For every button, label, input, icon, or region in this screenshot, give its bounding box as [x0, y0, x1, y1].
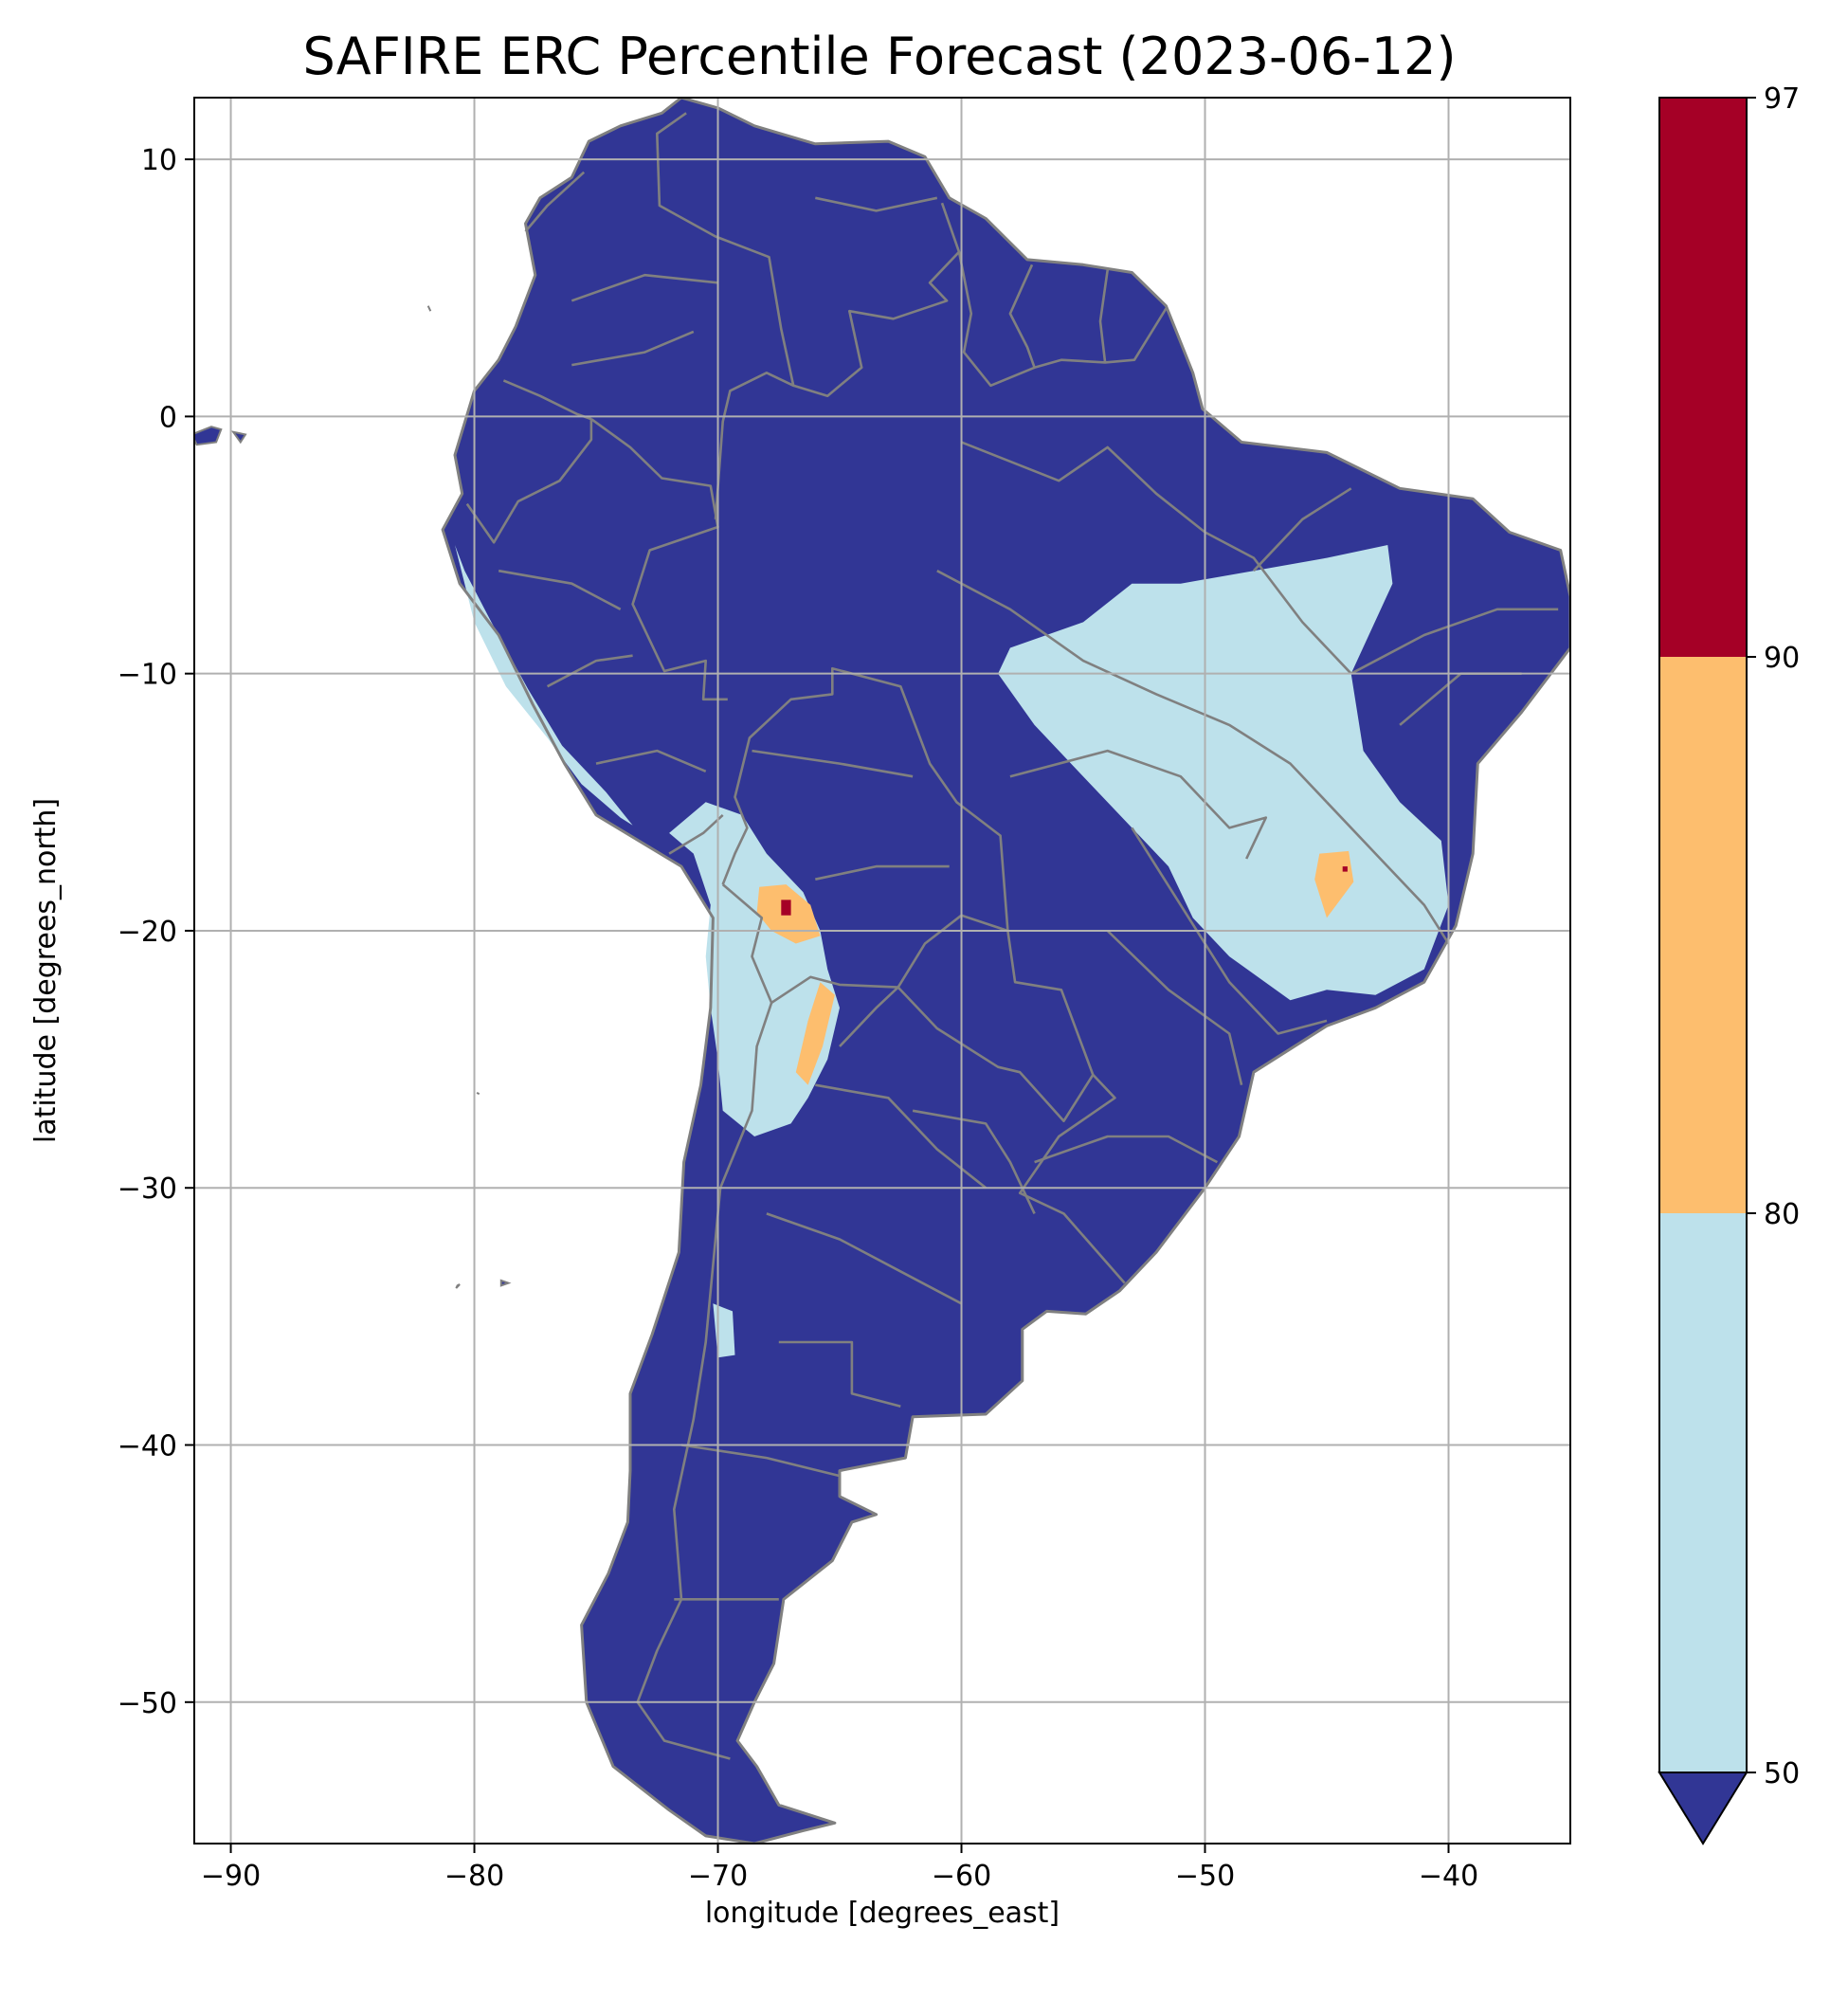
border-line-33: [546, 654, 633, 688]
border-line-29: [839, 986, 899, 1047]
colorbar-frame: [1658, 97, 1748, 1773]
colorbar-tick-label: 90: [1764, 642, 1800, 675]
border-line-38: [668, 813, 724, 855]
colorbar-tick-label: 80: [1764, 1198, 1800, 1231]
border-line-27: [680, 1444, 841, 1478]
border-line-14: [936, 570, 1328, 804]
y-tick-label: 0: [159, 401, 177, 434]
y-axis-label: latitude [degrees_north]: [29, 798, 63, 1143]
y-tick-label: 10: [141, 144, 177, 177]
border-line-16: [1326, 801, 1450, 945]
border-line-31: [815, 864, 950, 881]
island-3: [499, 1279, 512, 1287]
x-tick-label: −80: [444, 1860, 504, 1893]
colorbar-bin-50-80: [1659, 1213, 1747, 1772]
border-line-9: [792, 202, 961, 398]
region-bolivia-peak: [781, 900, 791, 916]
island-1: [230, 430, 247, 445]
island-4: [455, 1283, 461, 1289]
border-line-35: [571, 273, 718, 302]
border-line-15: [1131, 827, 1328, 1035]
x-axis-label: longitude [degrees_east]: [705, 1897, 1060, 1930]
country-state-borders: [441, 98, 1570, 1844]
border-line-37: [815, 196, 938, 212]
border-line-1: [636, 883, 773, 1760]
colorbar-tick-label: 97: [1764, 82, 1800, 116]
border-line-5: [465, 419, 593, 544]
colorbar-tick-label: 50: [1764, 1757, 1800, 1790]
region-minas-peak: [1342, 866, 1348, 872]
colorbar: 50 80 90 97: [1658, 82, 1800, 1845]
gridlines: [194, 98, 1570, 1844]
region-andes-altiplano: [669, 802, 840, 1136]
x-tick-label: −40: [1419, 1860, 1478, 1893]
y-axis-ticks: 10 0 −10 −20 −30 −40 −50: [118, 144, 194, 1720]
x-axis-ticks: −90 −80 −70 −60 −50 −40: [201, 1844, 1478, 1893]
border-line-8: [655, 112, 795, 519]
island-2: [426, 305, 432, 312]
border-line-25: [766, 1212, 963, 1305]
island-5: [476, 1092, 480, 1096]
border-line-7: [524, 171, 586, 232]
border-line-34: [595, 749, 707, 772]
border-line-11: [1008, 264, 1036, 369]
chart-title: SAFIRE ERC Percentile Forecast (2023-06-…: [302, 27, 1456, 86]
y-tick-label: −20: [118, 916, 177, 949]
border-line-12: [1098, 269, 1109, 363]
border-line-0: [721, 666, 1126, 1284]
border-line-26: [778, 1340, 901, 1408]
island-0: [194, 426, 223, 446]
border-line-3: [897, 986, 1095, 1122]
border-line-21: [1106, 930, 1243, 1086]
border-line-17: [1252, 487, 1352, 572]
map-axes: −90 −80 −70 −60 −50 −40 10 0 −10 −20 −30 −40 −50 lo…: [29, 97, 1571, 1930]
y-tick-label: −10: [118, 659, 177, 692]
border-line-32: [498, 569, 622, 610]
region-bolivia-south-strip: [795, 982, 835, 1085]
border-line-36: [571, 330, 695, 367]
axes-frame: [193, 97, 1571, 1845]
border-line-30: [752, 749, 914, 778]
y-tick-label: −50: [118, 1687, 177, 1720]
colorbar-bin-90-97: [1659, 98, 1747, 657]
x-tick-label: −70: [688, 1860, 748, 1893]
y-tick-label: −40: [118, 1430, 177, 1463]
x-tick-label: −60: [932, 1860, 991, 1893]
border-line-22: [1034, 1135, 1219, 1164]
coastline: [441, 98, 1570, 1844]
x-tick-label: −90: [201, 1860, 261, 1893]
x-tick-label: −50: [1175, 1860, 1235, 1893]
border-line-13: [961, 441, 1352, 675]
colorbar-bin-80-90: [1659, 657, 1747, 1213]
border-line-18: [1350, 608, 1559, 675]
plot-area: [194, 98, 1570, 1844]
y-tick-label: −30: [118, 1172, 177, 1206]
